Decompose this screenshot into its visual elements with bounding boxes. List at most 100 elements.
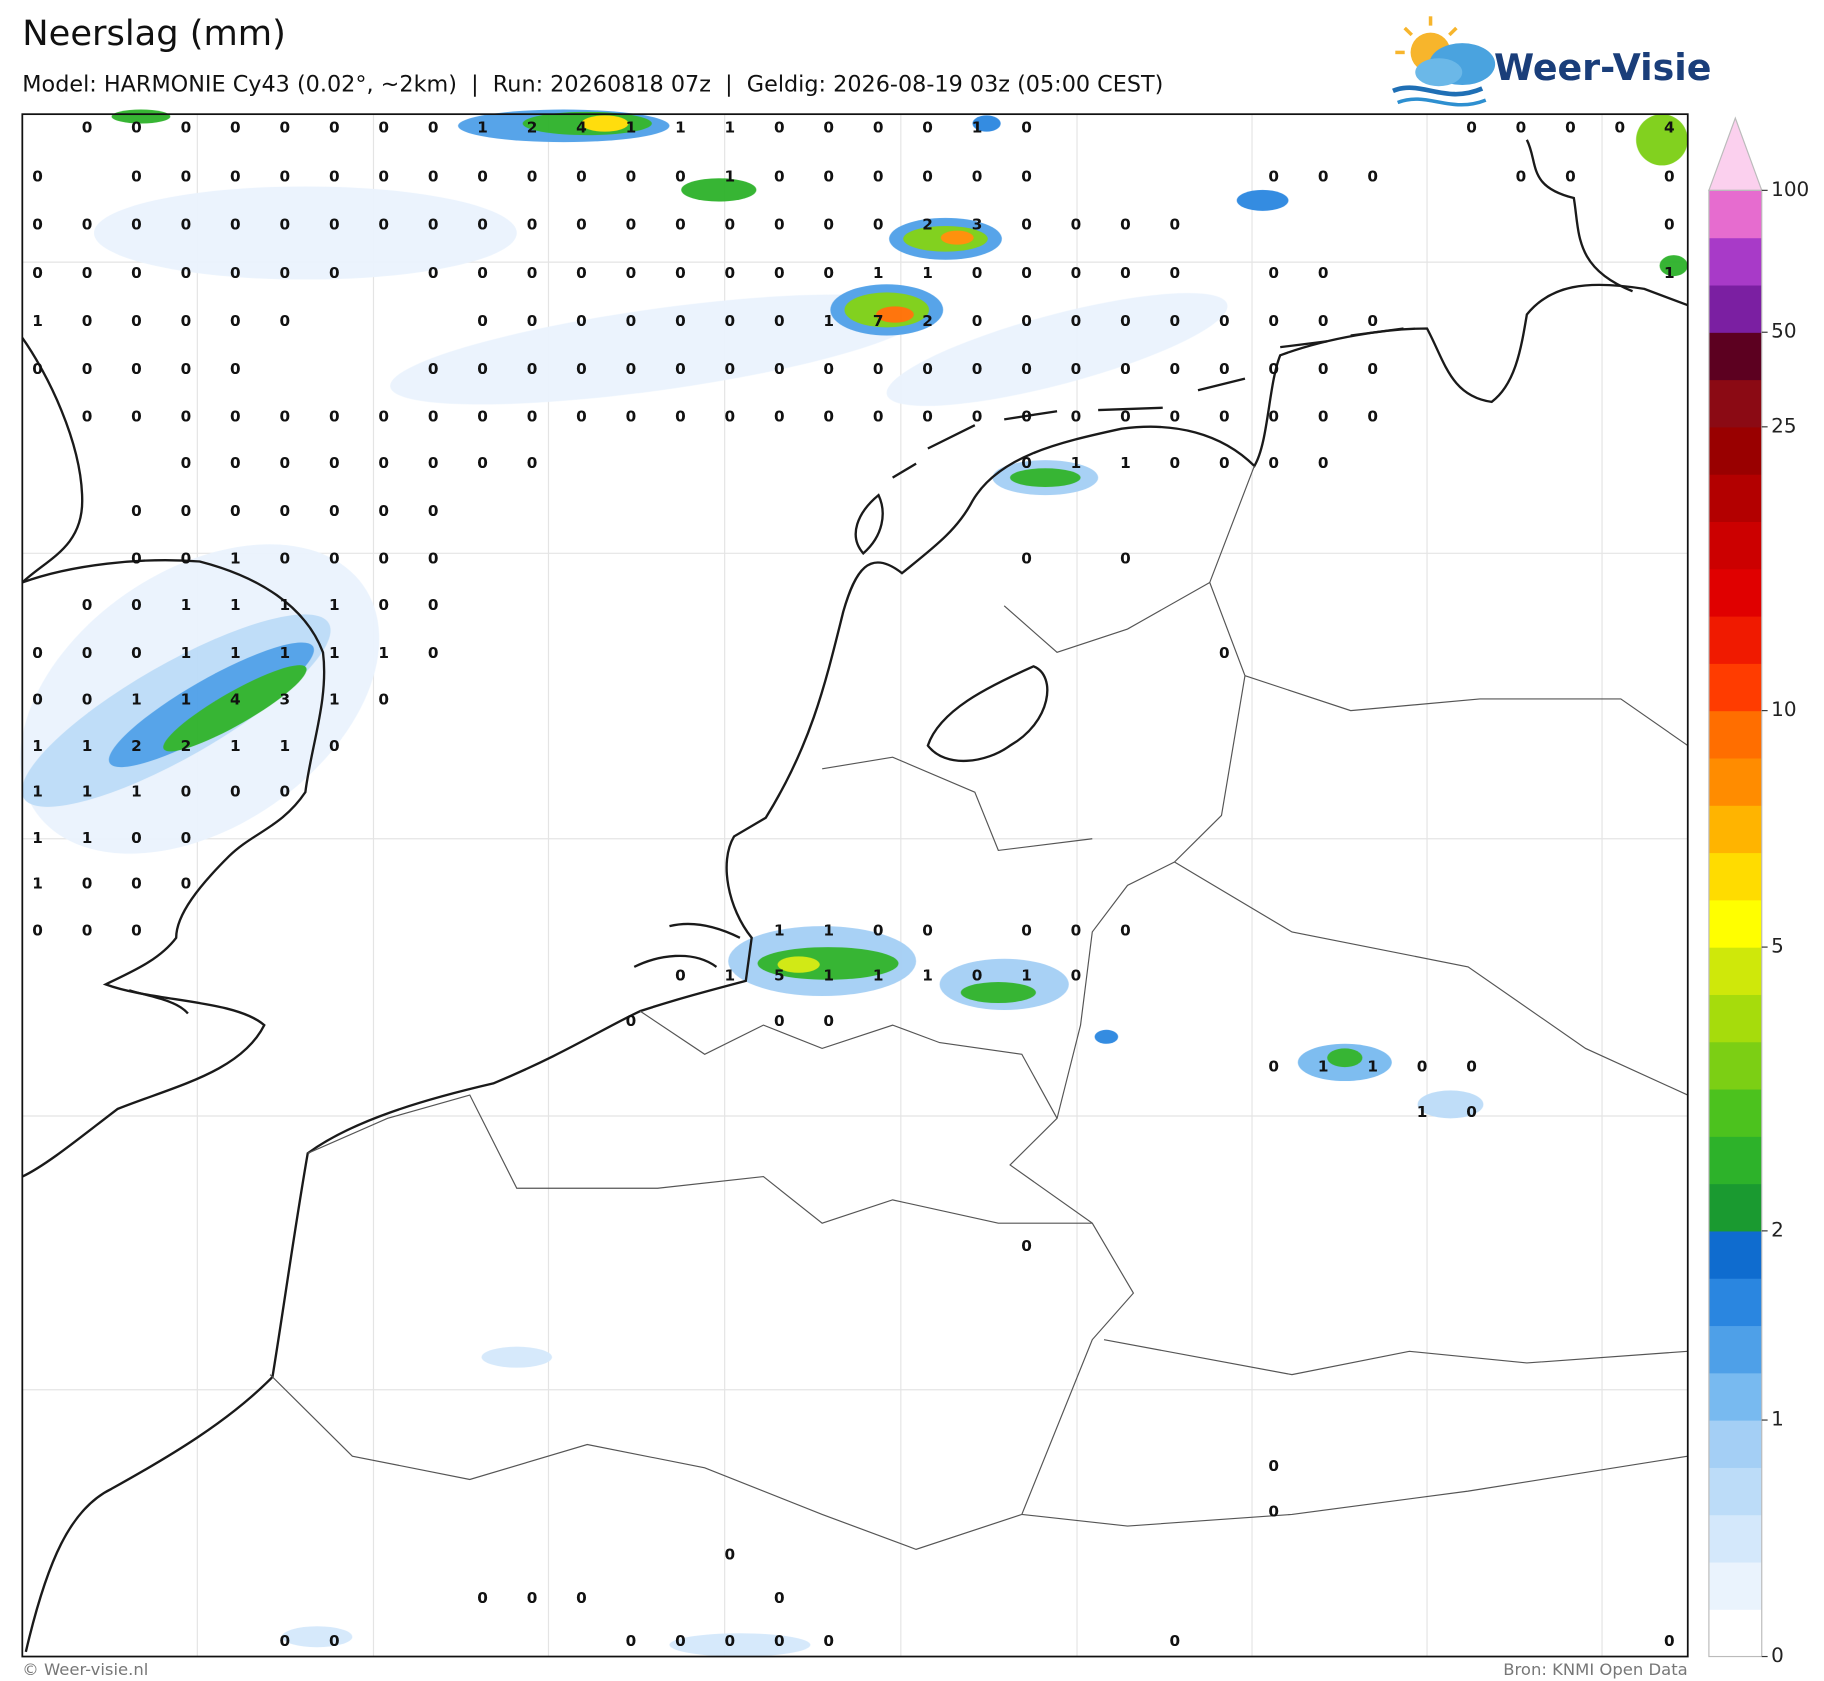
station-value: 0: [329, 264, 340, 282]
station-value: 0: [82, 875, 93, 893]
station-value: 2: [131, 737, 142, 755]
station-value: 0: [626, 264, 637, 282]
station-value: 0: [972, 967, 983, 985]
station-value: 0: [131, 168, 142, 186]
station-value: 0: [378, 502, 389, 520]
station-value: 0: [1417, 1058, 1428, 1076]
station-value: 1: [230, 737, 241, 755]
station-value: 0: [1367, 408, 1378, 426]
station-value: 0: [230, 264, 241, 282]
station-value: 0: [378, 168, 389, 186]
station-value: 4: [230, 691, 241, 709]
station-value: 1: [477, 119, 488, 137]
station-value: 0: [82, 215, 93, 233]
station-value: 1: [1664, 264, 1675, 282]
footer-left: © Weer-visie.nl: [22, 1660, 148, 1679]
station-value: 0: [131, 312, 142, 330]
station-value: 0: [1664, 215, 1675, 233]
station-value: 0: [378, 215, 389, 233]
station-value: 0: [280, 119, 291, 137]
station-value: 3: [280, 691, 291, 709]
station-value: 0: [725, 408, 736, 426]
station-value: 0: [675, 360, 686, 378]
station-value: 1: [82, 783, 93, 801]
station-value: 0: [181, 312, 192, 330]
station-value: 0: [1021, 1237, 1032, 1255]
station-value: 0: [1021, 921, 1032, 939]
station-value: 0: [1219, 408, 1230, 426]
station-value: 0: [576, 408, 587, 426]
station-value: 0: [1664, 168, 1675, 186]
color-bin: [1708, 710, 1762, 759]
station-value: 0: [1120, 408, 1131, 426]
colorbar-frame: [1708, 189, 1763, 1658]
station-value: 4: [576, 119, 587, 137]
station-value: 0: [329, 119, 340, 137]
station-value: 0: [576, 1589, 587, 1607]
station-value: 1: [230, 550, 241, 568]
station-value: 1: [82, 737, 93, 755]
station-value: 0: [1021, 408, 1032, 426]
station-value: 0: [576, 168, 587, 186]
color-bin: [1708, 521, 1762, 570]
station-value: 1: [1367, 1058, 1378, 1076]
station-value: 0: [1021, 550, 1032, 568]
station-value: 1: [181, 644, 192, 662]
station-value: 0: [378, 454, 389, 472]
station-value: 1: [32, 783, 43, 801]
color-bin: [1708, 899, 1762, 948]
station-value: 0: [972, 408, 983, 426]
station-value: 4: [1664, 119, 1675, 137]
station-value: 0: [428, 644, 439, 662]
station-value: 0: [1021, 360, 1032, 378]
station-value: 0: [230, 502, 241, 520]
station-value: 0: [32, 691, 43, 709]
station-value: 1: [280, 596, 291, 614]
station-value: 0: [823, 360, 834, 378]
station-value: 2: [922, 215, 933, 233]
colorbar-tick-label: 2: [1771, 1218, 1784, 1241]
station-value: 0: [675, 967, 686, 985]
station-value: 0: [1565, 119, 1576, 137]
station-value: 3: [972, 215, 983, 233]
station-value: 0: [1021, 312, 1032, 330]
precipitation: [20, 109, 1688, 1657]
station-value: 0: [428, 360, 439, 378]
station-value: 0: [774, 312, 785, 330]
station-value: 1: [32, 875, 43, 893]
station-value: 1: [972, 119, 983, 137]
station-value: 0: [378, 119, 389, 137]
station-value: 1: [131, 691, 142, 709]
station-value: 0: [1318, 312, 1329, 330]
coastlines: [21, 139, 1689, 1653]
station-value: 0: [823, 264, 834, 282]
station-value: 0: [181, 550, 192, 568]
station-value: 0: [774, 264, 785, 282]
station-value: 0: [1120, 550, 1131, 568]
station-value: 0: [1170, 454, 1181, 472]
station-value: 1: [823, 967, 834, 985]
station-value: 0: [873, 921, 884, 939]
colorbar-tick-label: 50: [1771, 320, 1796, 343]
station-value: 1: [230, 644, 241, 662]
station-value: 1: [922, 264, 933, 282]
station-value: 0: [181, 119, 192, 137]
station-value: 0: [972, 360, 983, 378]
station-value: 0: [675, 264, 686, 282]
station-value: 1: [725, 967, 736, 985]
station-value: 0: [626, 1012, 637, 1030]
station-value: 0: [1367, 168, 1378, 186]
station-value: 0: [131, 644, 142, 662]
station-value: 0: [1021, 454, 1032, 472]
station-value: 0: [378, 550, 389, 568]
station-value: 0: [972, 168, 983, 186]
station-value: 0: [477, 408, 488, 426]
station-value: 0: [181, 502, 192, 520]
station-value: 0: [1071, 360, 1082, 378]
station-value: 0: [230, 312, 241, 330]
station-value: 0: [131, 215, 142, 233]
station-value: 0: [1466, 1103, 1477, 1121]
station-value: 0: [230, 168, 241, 186]
station-value: 0: [972, 264, 983, 282]
station-value: 2: [922, 312, 933, 330]
